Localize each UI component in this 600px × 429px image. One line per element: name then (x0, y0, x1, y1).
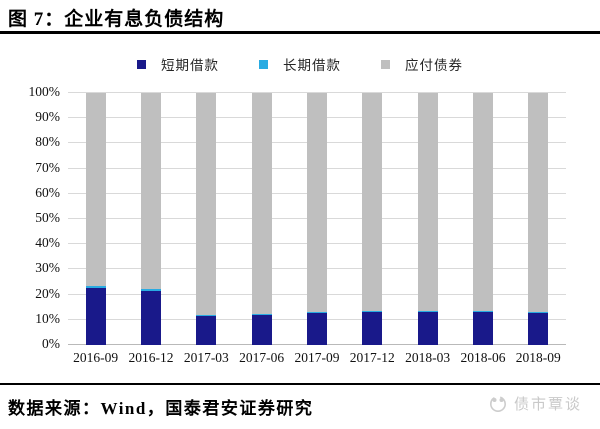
y-tick-label: 50% (35, 210, 60, 225)
gridline (68, 92, 566, 93)
x-tick-label: 2016-09 (73, 350, 119, 365)
bar-segment (417, 311, 438, 312)
y-tick-label: 0% (42, 336, 60, 351)
bar-slot-2017-12 (345, 93, 400, 345)
x-tick-label: 2017-12 (349, 350, 395, 365)
legend-label: 短期借款 (161, 58, 219, 73)
x-tick-label: 2018-06 (460, 350, 506, 365)
x-tick-label: 2017-09 (294, 350, 340, 365)
bar-slot-2018-03 (400, 93, 455, 345)
watermark: 债市覃谈 (488, 393, 582, 414)
x-tick-label: 2018-09 (515, 350, 561, 365)
bar-segment (528, 93, 549, 312)
stacked-bar-2016-12 (140, 93, 161, 345)
y-tick-label: 10% (35, 310, 60, 326)
bar-segment (306, 93, 327, 313)
x-tick-label: 2016-12 (128, 350, 174, 365)
bar-segment (362, 312, 383, 345)
title-underline (0, 31, 600, 34)
y-axis: 0% 10% 20% 30% 40% 50% 60% 70% 80% 90% 100% (0, 84, 61, 351)
y-tick-label: 30% (35, 260, 60, 276)
stacked-bar-2018-03 (417, 93, 438, 345)
y-tick-label: 60% (35, 184, 60, 200)
stacked-bar-2017-12 (362, 93, 383, 345)
bar-segment (140, 288, 161, 291)
bar-segment (306, 312, 327, 314)
y-tick-label: 100% (28, 84, 61, 99)
bars-layer (68, 93, 566, 345)
bar-segment (472, 93, 493, 311)
y-tick-label: 80% (35, 134, 60, 150)
legend-item-2: 应付债券 (381, 54, 463, 74)
y-tick-label: 70% (35, 159, 60, 175)
bar-segment (362, 93, 383, 312)
bar-segment (140, 290, 161, 345)
bar-segment (528, 312, 549, 345)
watermark-text: 债市覃谈 (513, 397, 582, 413)
bar-segment (85, 286, 106, 289)
bar-slot-2017-03 (179, 93, 234, 345)
bar-slot-2018-06 (455, 93, 510, 345)
stacked-bar-2017-06 (251, 93, 272, 345)
legend-label: 应付债券 (405, 58, 463, 73)
legend-item-1: 长期借款 (259, 54, 341, 74)
stacked-bar-2018-09 (528, 93, 549, 345)
legend-swatch-icon (137, 59, 146, 69)
legend-label: 长期借款 (283, 58, 341, 73)
x-tick-label: 2017-03 (183, 350, 229, 365)
stacked-bar-2016-09 (85, 93, 106, 345)
chart-legend: 短期借款 长期借款 应付债券 (0, 54, 600, 74)
bar-segment (528, 311, 549, 313)
x-tick-label: 2018-03 (405, 350, 451, 365)
bar-segment (85, 93, 106, 287)
bar-slot-2016-09 (68, 93, 123, 345)
y-tick-label: 90% (35, 109, 60, 125)
y-tick-label: 20% (35, 285, 60, 301)
x-axis: 2016-09 2016-12 2017-03 2017-06 2017-09 2017-… (68, 350, 566, 366)
bar-segment (196, 93, 217, 316)
bar-segment (472, 310, 493, 312)
stacked-bar-2018-06 (472, 93, 493, 345)
legend-item-0: 短期借款 (137, 54, 219, 74)
stacked-bar-2017-09 (306, 93, 327, 345)
x-tick-label: 2017-06 (239, 350, 285, 365)
bar-segment (251, 93, 272, 315)
bar-slot-2017-06 (234, 93, 289, 345)
legend-swatch-icon (381, 59, 390, 69)
bar-segment (251, 315, 272, 345)
bar-slot-2016-12 (123, 93, 178, 345)
stacked-bar-2017-03 (196, 93, 217, 345)
bar-segment (417, 312, 438, 345)
bar-slot-2017-09 (289, 93, 344, 345)
bar-segment (196, 315, 217, 317)
legend-swatch-icon (259, 59, 268, 69)
y-tick-label: 40% (35, 235, 60, 251)
bar-slot-2018-09 (511, 93, 566, 345)
bar-segment (196, 316, 217, 345)
bar-segment (472, 311, 493, 345)
bar-segment (417, 93, 438, 311)
bar-segment (140, 93, 161, 289)
data-source-note: 数据来源：Wind，国泰君安证券研究 (8, 399, 314, 418)
bar-segment (85, 288, 106, 345)
bar-segment (251, 314, 272, 316)
footer-divider (0, 383, 600, 385)
debt-structure-chart-plot (68, 92, 566, 345)
figure-title: 图 7：企业有息负债结构 (8, 9, 225, 30)
bar-segment (362, 311, 383, 313)
bar-segment (306, 313, 327, 345)
watermark-logo-icon (488, 394, 508, 414)
